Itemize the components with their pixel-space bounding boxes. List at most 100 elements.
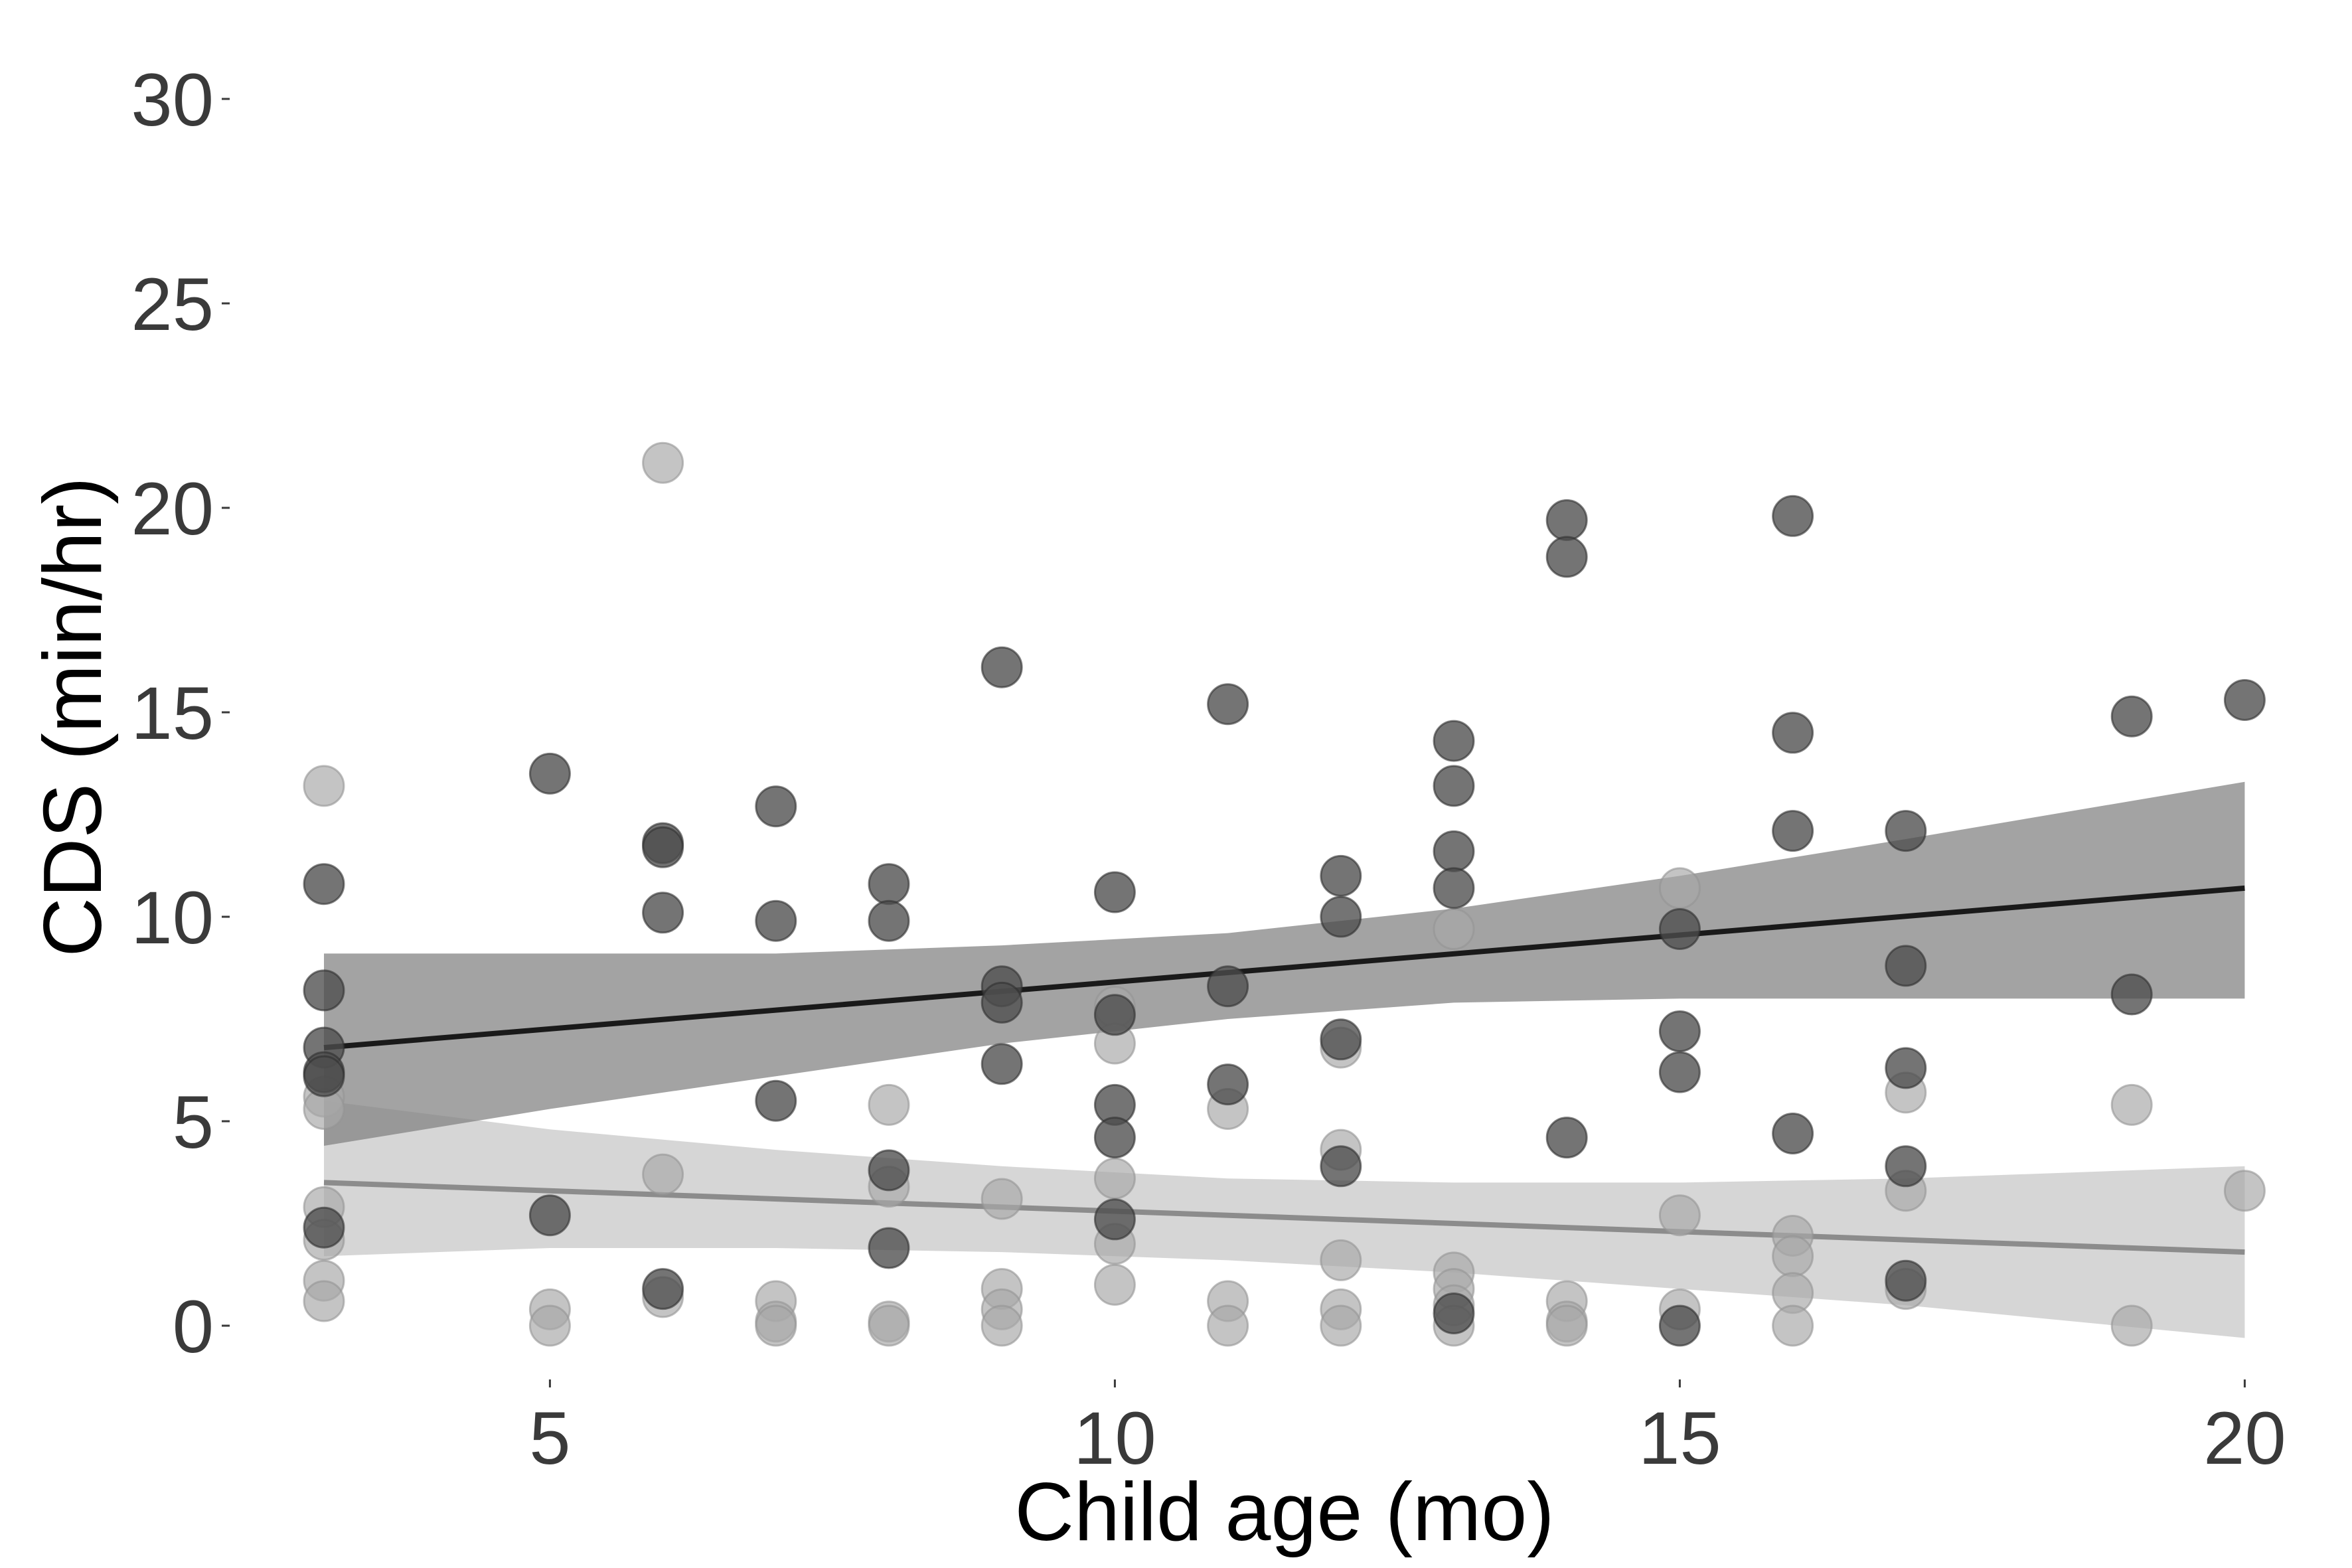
data-point-series-2 bbox=[1207, 1304, 1249, 1347]
data-point-series-1 bbox=[755, 1079, 797, 1122]
data-point-series-2 bbox=[2110, 1083, 2153, 1126]
data-point-series-2 bbox=[980, 1178, 1023, 1220]
data-point-series-1 bbox=[980, 646, 1023, 688]
data-point-series-2 bbox=[1320, 1304, 1362, 1347]
data-point-series-1 bbox=[303, 1206, 345, 1249]
data-point-series-1 bbox=[1320, 1145, 1362, 1188]
data-point-series-1 bbox=[1433, 1293, 1475, 1334]
data-point-series-1 bbox=[1320, 896, 1362, 938]
trend-lines bbox=[323, 885, 2245, 1255]
data-point-series-2 bbox=[528, 1304, 571, 1347]
data-point-series-1 bbox=[303, 969, 345, 1012]
data-point-series-1 bbox=[1545, 1117, 1588, 1159]
data-point-series-2 bbox=[755, 1304, 797, 1347]
y-tick-label: 25 bbox=[131, 263, 214, 346]
x-axis: 5 10 15 20 bbox=[529, 1379, 2286, 1480]
data-point-series-2 bbox=[1658, 867, 1701, 909]
data-point-series-1 bbox=[1658, 908, 1701, 950]
data-point-series-1 bbox=[755, 900, 797, 942]
data-point-series-1 bbox=[1093, 994, 1136, 1036]
x-tick-label: 5 bbox=[529, 1397, 570, 1480]
data-point-series-2 bbox=[2110, 1304, 2153, 1347]
data-point-series-1 bbox=[1885, 1259, 1927, 1302]
data-point-series-1 bbox=[868, 863, 910, 905]
y-tick-label: 30 bbox=[131, 58, 214, 141]
data-point-series-2 bbox=[868, 1304, 910, 1347]
data-point-series-1 bbox=[1545, 499, 1588, 541]
data-point-series-2 bbox=[1658, 1194, 1701, 1237]
data-point-series-1 bbox=[1658, 1304, 1701, 1347]
data-point-series-1 bbox=[1433, 867, 1475, 909]
data-point-series-1 bbox=[980, 981, 1023, 1024]
confidence-band-series-1 bbox=[324, 781, 2245, 1146]
y-tick-label: 10 bbox=[131, 876, 214, 959]
data-point-series-2 bbox=[1545, 1304, 1588, 1347]
y-tick-label: 0 bbox=[173, 1285, 214, 1368]
data-point-series-1 bbox=[1658, 1010, 1701, 1052]
data-point-series-1 bbox=[980, 1043, 1023, 1085]
data-points bbox=[303, 441, 2266, 1347]
y-tick-label: 5 bbox=[173, 1081, 214, 1164]
data-point-series-1 bbox=[1885, 945, 1927, 987]
y-axis-title: CDS (min/hr) bbox=[27, 477, 119, 957]
data-point-series-2 bbox=[642, 1153, 684, 1196]
data-point-series-1 bbox=[1207, 965, 1249, 1008]
data-point-series-1 bbox=[868, 900, 910, 942]
data-point-series-2 bbox=[1772, 1235, 1814, 1277]
x-tick-label: 15 bbox=[1638, 1397, 1721, 1480]
data-point-series-1 bbox=[1433, 830, 1475, 872]
data-point-series-1 bbox=[1207, 683, 1249, 726]
data-point-series-2 bbox=[868, 1083, 910, 1126]
x-tick-label: 10 bbox=[1073, 1397, 1156, 1480]
data-point-series-1 bbox=[1885, 1145, 1927, 1188]
data-point-series-1 bbox=[642, 1268, 684, 1310]
y-axis: 0 5 10 15 20 25 30 bbox=[131, 58, 230, 1368]
data-point-series-1 bbox=[2110, 695, 2153, 738]
data-point-series-1 bbox=[2223, 679, 2266, 721]
data-point-series-1 bbox=[1658, 1051, 1701, 1093]
data-point-series-2 bbox=[1433, 908, 1475, 950]
data-point-series-1 bbox=[1433, 765, 1475, 807]
data-point-series-2 bbox=[1093, 1157, 1136, 1200]
x-axis-title: Child age (mo) bbox=[1014, 1466, 1554, 1558]
data-point-series-1 bbox=[868, 1227, 910, 1269]
data-point-series-1 bbox=[1772, 810, 1814, 852]
data-point-series-1 bbox=[303, 863, 345, 905]
data-point-series-1 bbox=[1545, 536, 1588, 578]
data-point-series-1 bbox=[1772, 1113, 1814, 1154]
data-point-series-1 bbox=[868, 1149, 910, 1192]
data-point-series-1 bbox=[1433, 720, 1475, 762]
data-point-series-1 bbox=[1093, 1117, 1136, 1159]
trend-line-series-2 bbox=[323, 1180, 2245, 1255]
data-point-series-2 bbox=[1772, 1304, 1814, 1347]
data-point-series-1 bbox=[1320, 1018, 1362, 1061]
data-point-series-1 bbox=[1093, 871, 1136, 913]
data-point-series-1 bbox=[528, 752, 571, 795]
data-point-series-1 bbox=[1772, 495, 1814, 537]
data-point-series-2 bbox=[1320, 1239, 1362, 1281]
data-point-series-2 bbox=[303, 765, 345, 807]
data-point-series-1 bbox=[642, 892, 684, 934]
data-point-series-1 bbox=[1093, 1198, 1136, 1241]
trend-line-series-1 bbox=[323, 885, 2245, 1051]
data-point-series-1 bbox=[1207, 1063, 1249, 1106]
y-tick-label: 15 bbox=[131, 672, 214, 755]
y-tick-label: 20 bbox=[131, 467, 214, 550]
data-point-series-1 bbox=[1885, 1047, 1927, 1089]
data-point-series-1 bbox=[303, 1055, 345, 1097]
data-point-series-2 bbox=[303, 1280, 345, 1322]
x-tick-label: 20 bbox=[2203, 1397, 2286, 1480]
data-point-series-2 bbox=[642, 441, 684, 484]
data-point-series-1 bbox=[1885, 810, 1927, 852]
data-point-series-1 bbox=[755, 785, 797, 828]
data-point-series-1 bbox=[2110, 973, 2153, 1016]
data-point-series-1 bbox=[1772, 712, 1814, 754]
data-point-series-1 bbox=[642, 826, 684, 868]
data-point-series-1 bbox=[528, 1194, 571, 1237]
data-point-series-1 bbox=[1320, 854, 1362, 897]
data-point-series-2 bbox=[2223, 1170, 2266, 1212]
data-point-series-2 bbox=[980, 1304, 1023, 1347]
data-point-series-2 bbox=[1093, 1263, 1136, 1306]
